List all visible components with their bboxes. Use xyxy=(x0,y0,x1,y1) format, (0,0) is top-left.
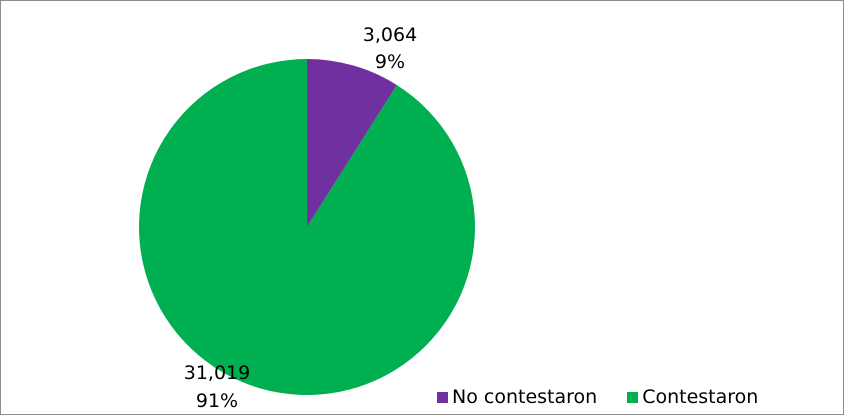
legend-label-contestaron: Contestaron xyxy=(642,386,759,408)
legend-swatch-contestaron xyxy=(627,391,639,403)
data-label-percent-contestaron: 91% xyxy=(196,390,238,412)
data-label-percent-no-contestaron: 9% xyxy=(375,51,405,73)
pie-slice-no-contestaron xyxy=(307,59,397,227)
legend-swatch-no-contestaron xyxy=(437,391,448,403)
pie-slice-contestaron xyxy=(138,59,475,395)
legend-item-no-contestaron: No contestaron xyxy=(437,386,597,408)
legend: No contestaron Contestaron xyxy=(437,383,758,411)
data-label-value-no-contestaron: 3,064 xyxy=(363,24,417,46)
legend-label-no-contestaron: No contestaron xyxy=(452,386,598,408)
data-label-value-contestaron: 31,019 xyxy=(184,362,250,384)
legend-item-contestaron: Contestaron xyxy=(627,386,758,408)
